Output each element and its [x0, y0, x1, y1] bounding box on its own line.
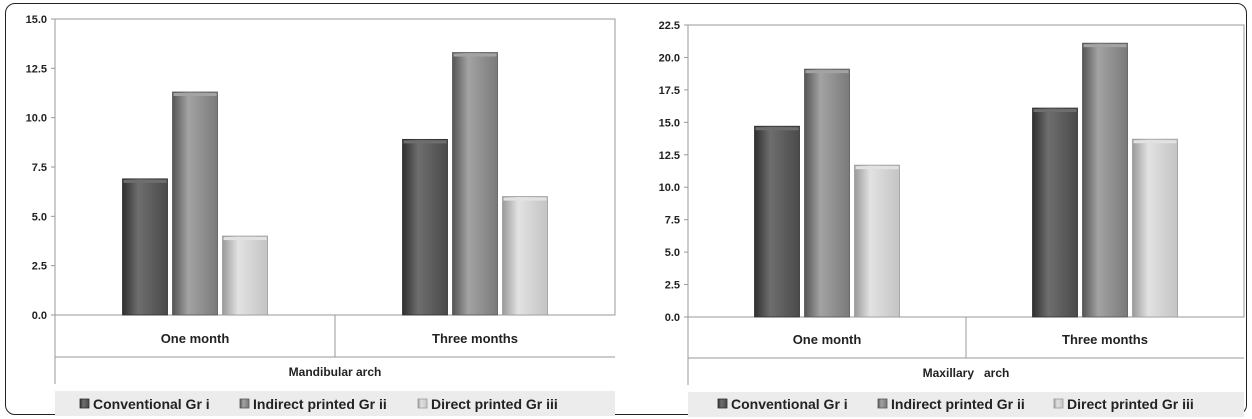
y-tick-label: 12.5 [26, 63, 47, 75]
y-tick-label: 10.0 [26, 113, 47, 125]
legend-swatch [877, 398, 888, 409]
legend-label: Direct printed Gr iii [1067, 396, 1194, 412]
bar-highlight [855, 166, 899, 170]
legend-swatch [1053, 398, 1064, 409]
legend-swatch [717, 398, 728, 409]
legend-label: Conventional Gr i [731, 396, 848, 412]
category-label: One month [793, 332, 862, 347]
figure-frame [5, 3, 1247, 415]
bar-conventional-gr-i-one-month [122, 178, 168, 316]
bar-highlight [403, 140, 447, 144]
bar-indirect-printed-gr-ii-three-months [1082, 42, 1128, 318]
y-tick-label: 12.5 [659, 150, 680, 162]
mandibular-arch-chart: 0.0 2.5 5.0 7.5 10.0 12.5 15.0 One month Three m… [26, 14, 616, 416]
y-tick-label: 20.0 [659, 52, 680, 64]
y-tick-label: 2.5 [665, 280, 680, 292]
legend-label: Indirect printed Gr ii [891, 396, 1025, 412]
y-tick-label: 15.0 [26, 14, 47, 26]
y-tick-label: 7.5 [665, 215, 680, 227]
legend-label: Direct printed Gr iii [431, 396, 558, 412]
legend-box [688, 392, 1244, 417]
bar-direct-printed-gr-iii-one-month [222, 235, 268, 316]
bar-indirect-printed-gr-ii-three-months [452, 52, 498, 316]
bar-highlight [223, 237, 267, 241]
y-tick-label: 7.5 [32, 162, 47, 174]
bar-direct-printed-gr-iii-one-month [854, 164, 900, 318]
bar-conventional-gr-i-three-months [402, 138, 448, 316]
category-label: Three months [432, 331, 518, 346]
bar-highlight [755, 127, 799, 131]
bar-highlight [173, 93, 217, 97]
bar-indirect-printed-gr-ii-one-month [804, 68, 850, 318]
bar-highlight [453, 53, 497, 57]
legend-swatch [79, 398, 90, 409]
maxillary-arch-chart: 0.0 2.5 5.0 7.5 10.0 12.5 15.0 17.5 20.0 22.5 One … [659, 20, 1245, 417]
bar-conventional-gr-i-three-months [1032, 107, 1078, 318]
y-tick-label: 5.0 [665, 247, 680, 259]
y-tick-label: 0.0 [665, 312, 680, 324]
y-tick-label: 2.5 [32, 261, 47, 273]
bar-conventional-gr-i-one-month [754, 125, 800, 318]
group-label: Maxillary arch [923, 366, 1010, 380]
bar-highlight [503, 197, 547, 201]
bar-highlight [1083, 44, 1127, 48]
bar-indirect-printed-gr-ii-one-month [172, 91, 218, 316]
legend-box [55, 391, 615, 416]
y-tick-label: 17.5 [659, 85, 680, 97]
bar-highlight [123, 179, 167, 183]
bar-highlight [1033, 109, 1077, 113]
y-tick-label: 22.5 [659, 20, 680, 32]
legend-label: Indirect printed Gr ii [253, 396, 387, 412]
group-label: Mandibular arch [289, 365, 382, 379]
bar-direct-printed-gr-iii-three-months [1132, 138, 1178, 318]
bar-direct-printed-gr-iii-three-months [502, 196, 548, 316]
category-label: One month [161, 331, 230, 346]
legend-swatch [239, 398, 250, 409]
y-tick-label: 5.0 [32, 211, 47, 223]
legend-label: Conventional Gr i [93, 396, 210, 412]
y-tick-label: 10.0 [659, 182, 680, 194]
category-label: Three months [1062, 332, 1148, 347]
y-tick-label: 15.0 [659, 117, 680, 129]
legend-swatch [417, 398, 428, 409]
bar-highlight [805, 70, 849, 74]
y-tick-label: 0.0 [32, 310, 47, 322]
bar-highlight [1133, 140, 1177, 144]
